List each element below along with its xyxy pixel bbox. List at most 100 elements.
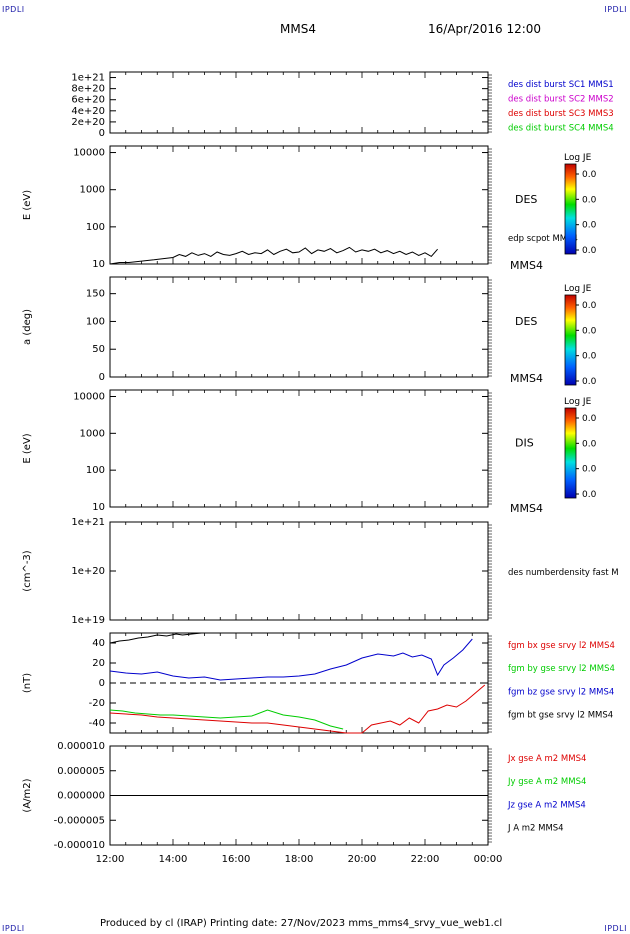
series-line-edp-scpot-MMS4 [109,246,438,265]
colorbar-tick-label: 0.0 [582,414,597,424]
y-tick-label: 2e+20 [71,117,105,128]
colorbar-title: Log JE [564,153,592,163]
legend-entry: fgm bx gse srvy l2 MMS4 [508,641,615,651]
right-label: DIS [515,437,534,450]
right-label: DES [515,193,537,206]
y-tick-label: 1000 [80,185,105,196]
panel-1 [109,71,492,134]
y-tick-label: 150 [86,289,105,300]
y-axis-label: (nT) [22,673,33,693]
legend-entry: fgm bt gse srvy l2 MMS4 [508,711,613,721]
panel-frame [109,521,489,621]
colorbar-tick-label: 0.0 [582,377,597,387]
y-tick-label: 0 [99,372,105,383]
y-tick-label: 4e+20 [71,106,105,117]
y-tick-label: 10 [92,502,105,513]
y-tick-label: 6e+20 [71,95,105,106]
time-tick-label: 12:00 [96,854,125,865]
y-tick-label: 1e+20 [71,566,105,577]
y-tick-label: 50 [92,344,105,355]
corner-label-bottom-right: IPDLI [604,924,627,933]
panel-frame [109,71,489,134]
colorbar-tick-label: 0.0 [582,301,597,311]
y-tick-label: -0.000010 [54,840,105,851]
y-tick-label: 10000 [73,148,105,159]
y-tick-label: 100 [86,222,105,233]
y-tick-label: 40 [92,638,105,649]
y-axis-label: E (eV) [22,433,33,463]
y-tick-label: 0 [99,678,105,689]
y-tick-label: 10 [92,259,105,270]
time-tick-label: 18:00 [285,854,314,865]
right-label: DES [515,315,537,328]
y-tick-label: 20 [92,658,105,669]
colorbar-tick-label: 0.0 [582,170,597,180]
colorbar-title: Log JE [564,397,592,407]
y-tick-label: 1e+21 [71,517,105,528]
legend-entry: des dist burst SC4 MMS4 [508,124,614,134]
y-axis-label: a (deg) [22,309,33,345]
time-tick-label: 22:00 [411,854,440,865]
colorbar-tick-label: 0.0 [582,326,597,336]
colorbar-tick-label: 0.0 [582,439,597,449]
panel-5 [109,521,492,621]
series-line-fgm-bt-gse-srvy-l2-MMS4 [109,632,202,644]
series-line-fgm-by-gse-srvy-l2-MMS4 [109,709,344,730]
y-tick-label: -20 [89,698,105,709]
right-note: des numberdensity fast M [508,568,619,578]
right-note: edp scpot MMS4 [508,234,578,244]
datetime-title: 16/Apr/2016 12:00 [428,22,542,36]
legend-entry: Jy gse A m2 MMS4 [507,777,586,787]
time-tick-label: 14:00 [159,854,188,865]
colorbar-tick-label: 0.0 [582,490,597,500]
y-tick-label: 1000 [80,428,105,439]
panel-7 [109,745,492,846]
right-bottom-label: MMS4 [510,259,543,272]
time-tick-label: 16:00 [222,854,251,865]
corner-label-top-right: IPDLI [604,5,627,14]
panel-3 [109,276,492,378]
y-axis-label: (A/m2) [22,778,33,812]
legend-entry: J A m2 MMS4 [507,824,564,834]
y-tick-label: 0.000005 [57,766,105,777]
time-tick-label: 20:00 [348,854,377,865]
y-tick-label: -0.000005 [54,815,105,826]
colorbar-tick-label: 0.0 [582,195,597,205]
y-tick-label: -40 [89,718,105,729]
y-tick-label: 0.000000 [57,791,105,802]
panel-frame [109,389,489,508]
panel-2 [109,145,492,265]
panel-frame [109,145,489,265]
legend-entry: des dist burst SC3 MMS3 [508,109,614,119]
legend-entry: fgm by gse srvy l2 MMS4 [508,664,615,674]
y-tick-label: 100 [86,316,105,327]
panel-frame [109,276,489,378]
corner-label-bottom-left: IPDLI [2,924,25,933]
series-line-fgm-bz-gse-srvy-l2-MMS4 [109,638,473,681]
panel-4 [109,389,492,508]
panel-6 [109,632,492,734]
footer-credit: Produced by cl (IRAP) Printing date: 27/… [100,918,503,929]
legend-entry: Jx gse A m2 MMS4 [507,754,586,764]
y-tick-label: 10000 [73,391,105,402]
y-tick-label: 0 [99,128,105,139]
legend-entry: Jz gse A m2 MMS4 [507,800,586,810]
legend-entry: des dist burst SC1 MMS1 [508,80,614,90]
y-tick-label: 0.000010 [57,741,105,752]
colorbar-tick-label: 0.0 [582,246,597,256]
colorbar-tick-label: 0.0 [582,221,597,231]
colorbar-tick-label: 0.0 [582,465,597,475]
time-tick-label: 00:00 [474,854,503,865]
legend-entry: des dist burst SC2 MMS2 [508,95,614,105]
y-axis-label: E (eV) [22,190,33,220]
corner-label-top-left: IPDLI [2,5,25,14]
colorbar-2 [564,163,577,255]
colorbar-title: Log JE [564,284,592,294]
y-tick-label: 8e+20 [71,84,105,95]
colorbar-4 [564,407,577,499]
series-line-fgm-bx-gse-srvy-l2-MMS4 [109,684,486,734]
colorbar-tick-label: 0.0 [582,352,597,362]
y-axis-label: (cm^-3) [22,550,33,591]
colorbar-3 [564,294,577,386]
